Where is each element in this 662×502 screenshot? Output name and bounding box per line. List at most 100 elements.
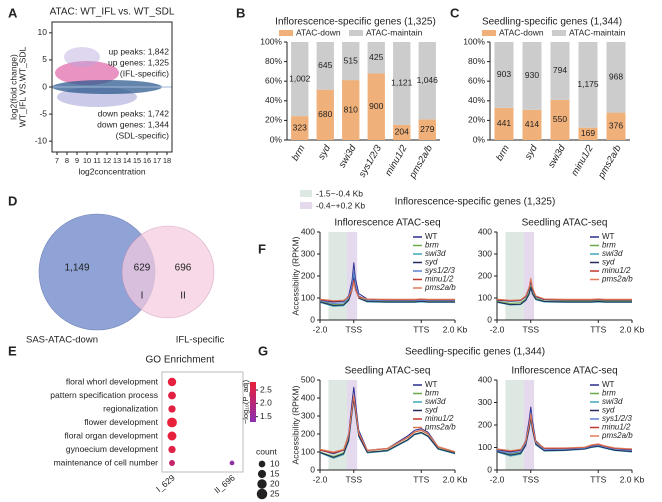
bar-segment: [342, 80, 360, 140]
data-label: 376: [609, 121, 623, 131]
y-axis-label: Accessibility (RPKM): [290, 236, 300, 315]
legend-label: WT: [425, 380, 438, 389]
legend-label: syd: [425, 406, 438, 415]
bar-segment: [578, 127, 598, 140]
legend-label: pms2a/b: [424, 283, 456, 292]
x-tick-label: syd: [316, 143, 333, 162]
size-legend-label: 10: [270, 458, 280, 468]
band-swatch: [300, 202, 312, 209]
legend-label: pms2a/b: [601, 275, 633, 284]
y-tick-label: 400: [301, 392, 315, 402]
y-tick-label: -5: [39, 108, 47, 118]
y-tick-label: 0%: [270, 134, 283, 144]
set-label: SAS-ATAC-down: [26, 335, 98, 346]
x-tick-label: TSS: [522, 474, 539, 484]
y-tick-label: 60%: [468, 75, 485, 85]
term-label: floral organ development: [64, 430, 158, 440]
data-label: 968: [609, 72, 623, 82]
y-axis-label: WT_IFL VS.WT_SDL: [17, 47, 27, 128]
y-tick-label: 20%: [265, 115, 282, 125]
legend-label: pms2a/b: [601, 431, 633, 440]
y-tick-label: 5: [42, 54, 47, 64]
panel-letter: C: [450, 5, 460, 20]
y-tick-label: 400: [301, 226, 315, 236]
dot: [168, 445, 176, 454]
band-label: -0.4~+0.2 Kb: [316, 200, 365, 210]
bar-segment: [606, 112, 626, 140]
panel-title: Inflorescence ATAC-seq: [511, 366, 617, 377]
panel-title: Seedling ATAC-seq: [345, 366, 431, 377]
bar-segment: [606, 42, 626, 113]
legend-label: syd: [602, 258, 615, 267]
term-label: gynoecium development: [66, 444, 159, 454]
dot: [167, 377, 177, 387]
x-tick-label: minu1/2: [383, 143, 410, 178]
group-title: Inflorescence-specific genes (1,325): [395, 197, 556, 208]
bar-segment: [418, 42, 436, 120]
x-tick-label: TTS: [590, 324, 606, 334]
data-label: 515: [344, 55, 358, 65]
set-circle: [121, 225, 215, 319]
x-tick-label: brm: [494, 143, 512, 163]
profile-line: [319, 277, 455, 306]
legend-label: ATAC-maintain: [366, 27, 423, 37]
band: [505, 232, 524, 320]
profile-line: [319, 394, 456, 453]
region-count: 696: [175, 263, 192, 274]
chart-title: Inflorescence-specific genes (1,325): [275, 17, 436, 28]
size-legend-title: count: [256, 446, 277, 456]
colorbar-label: 1.5: [260, 411, 272, 421]
panel-letter: D: [8, 193, 17, 208]
data-label: 414: [525, 119, 539, 129]
y-tick-label: 200: [478, 270, 492, 280]
data-label: 279: [420, 124, 434, 134]
bar-segment: [367, 42, 385, 74]
y-tick-label: 100: [301, 292, 315, 302]
colorbar-title: −log₁₀(P_adj): [241, 379, 250, 424]
data-label: 425: [369, 52, 383, 62]
x-tick-label: TSS: [345, 474, 362, 484]
data-label: 794: [553, 65, 567, 75]
y-axis-label: Accessibility (RPKM): [290, 385, 300, 464]
bar-segment: [578, 42, 598, 128]
term-label: maintenance of cell number: [54, 457, 159, 467]
y-tick-label: 100%: [463, 36, 485, 46]
legend-label: WT: [602, 380, 615, 389]
bar-segment: [367, 73, 385, 140]
size-legend-label: 20: [270, 478, 280, 488]
y-tick-label: 60%: [265, 75, 282, 85]
bar-segment: [291, 116, 309, 140]
y-tick-label: 200: [301, 428, 315, 438]
x-tick-label: pms2a/b: [596, 143, 624, 181]
legend-label: brm: [602, 241, 616, 250]
x-tick-label: TSS: [345, 324, 362, 334]
profile-line: [496, 285, 632, 304]
annotation: up genes: 1,325: [108, 57, 169, 67]
legend-label: syd: [425, 258, 438, 267]
dot: [167, 431, 177, 441]
x-tick-label: 2.0 Kb: [443, 474, 468, 484]
region-name: I: [141, 291, 144, 302]
profile-line: [319, 398, 456, 458]
size-legend-label: 25: [270, 488, 280, 498]
data-label: 680: [318, 109, 332, 119]
x-tick-label: 11: [93, 156, 101, 165]
data-label: 550: [553, 114, 567, 124]
data-label: 1,175: [577, 79, 599, 89]
legend-label: brm: [425, 389, 439, 398]
annotation: up peaks: 1,842: [109, 46, 170, 56]
y-tick-label: 40%: [265, 95, 282, 105]
dot: [229, 460, 235, 466]
term-label: pattern specification process: [50, 390, 158, 400]
band: [524, 232, 535, 320]
panel-letter: E: [8, 343, 17, 358]
panel-letter: F: [258, 241, 266, 256]
region-name: II: [180, 291, 186, 302]
bar-segment: [550, 99, 570, 140]
term-label: floral whorl development: [66, 376, 159, 386]
colorbar-label: 2.5: [260, 384, 272, 394]
y-tick-label: 40%: [468, 95, 485, 105]
x-tick-label: 7: [55, 156, 59, 165]
legend-label: swi3d: [602, 397, 623, 406]
bar-segment: [316, 42, 334, 90]
